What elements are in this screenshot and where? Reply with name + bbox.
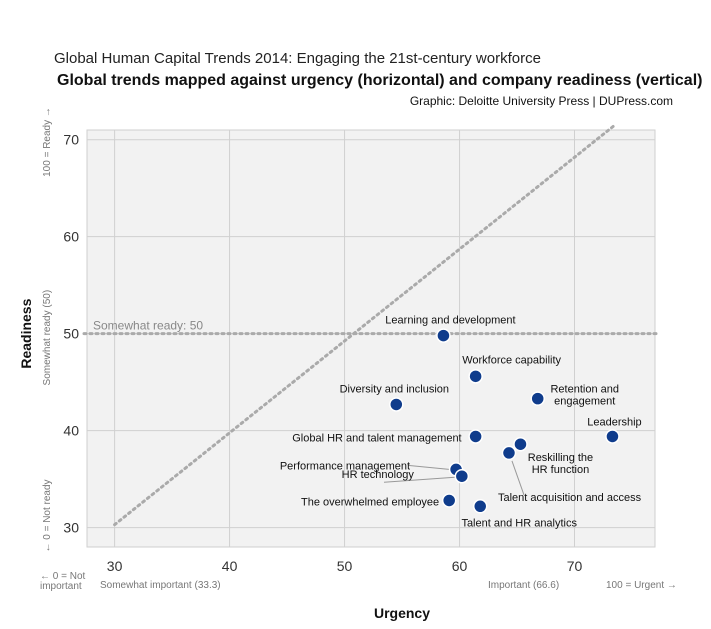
x-tick-label: 70 bbox=[567, 558, 583, 574]
y-tick-label: 40 bbox=[63, 423, 79, 439]
x-tick-label: 50 bbox=[337, 558, 353, 574]
data-point bbox=[454, 468, 470, 484]
x-tick-label: 30 bbox=[107, 558, 123, 574]
somewhat-ready-label: Somewhat ready: 50 bbox=[93, 319, 203, 333]
data-label: The overwhelmed employee bbox=[301, 496, 439, 508]
y-axis-title: Readiness bbox=[18, 298, 34, 368]
x-annotation-urgent: 100 = Urgent → bbox=[606, 580, 677, 591]
data-label: Learning and development bbox=[385, 315, 515, 327]
data-label: Talent and HR analytics bbox=[461, 517, 577, 529]
diagonal-reference-line bbox=[113, 123, 617, 527]
data-label: Global HR and talent management bbox=[292, 432, 461, 444]
source-credit: Graphic: Deloitte University Press | DUP… bbox=[409, 94, 673, 108]
plot-area bbox=[86, 129, 656, 548]
data-label: Diversity and inclusion bbox=[340, 383, 449, 395]
leader-line bbox=[511, 460, 525, 496]
data-point bbox=[530, 391, 545, 406]
data-point bbox=[389, 397, 404, 412]
y-tick-label: 70 bbox=[63, 132, 79, 148]
data-point bbox=[436, 328, 451, 343]
x-annotation-not-important: ← 0 = Not bbox=[40, 571, 86, 582]
data-label: HR function bbox=[532, 464, 589, 476]
data-label: Talent acquisition and access bbox=[498, 492, 642, 504]
chart-title: Global trends mapped against urgency (ho… bbox=[57, 72, 703, 89]
data-point bbox=[468, 429, 483, 444]
data-label: Reskilling the bbox=[528, 452, 593, 464]
y-annotation-somewhat-ready: Somewhat ready (50) bbox=[42, 290, 53, 386]
data-point bbox=[441, 493, 457, 508]
x-annotation-not-important: important bbox=[40, 581, 82, 592]
data-label: Retention and bbox=[550, 384, 619, 396]
x-annotation-somewhat-important: Somewhat important (33.3) bbox=[100, 580, 221, 591]
chart-subtitle: Global Human Capital Trends 2014: Engagi… bbox=[54, 50, 541, 67]
y-annotation-ready: 100 = Ready → bbox=[42, 107, 53, 177]
leader-line bbox=[407, 464, 450, 470]
x-axis-title: Urgency bbox=[374, 605, 430, 621]
data-label: Workforce capability bbox=[462, 354, 561, 366]
x-tick-label: 60 bbox=[452, 558, 468, 574]
y-tick-label: 50 bbox=[63, 326, 79, 342]
data-label: engagement bbox=[554, 396, 615, 408]
y-annotation-not-ready: ← 0 = Not ready bbox=[42, 479, 53, 552]
leader-line bbox=[383, 476, 455, 483]
data-point bbox=[468, 369, 483, 384]
y-tick-label: 60 bbox=[63, 229, 79, 245]
data-label: Leadership bbox=[587, 416, 641, 428]
data-point bbox=[472, 499, 488, 514]
x-tick-label: 40 bbox=[222, 558, 238, 574]
data-point bbox=[501, 445, 517, 461]
data-label: Performance management bbox=[280, 460, 410, 472]
x-annotation-important: Important (66.6) bbox=[488, 580, 559, 591]
y-tick-label: 30 bbox=[63, 520, 79, 536]
data-label: HR technology bbox=[342, 469, 415, 481]
data-point bbox=[513, 436, 528, 452]
data-point bbox=[605, 429, 620, 444]
